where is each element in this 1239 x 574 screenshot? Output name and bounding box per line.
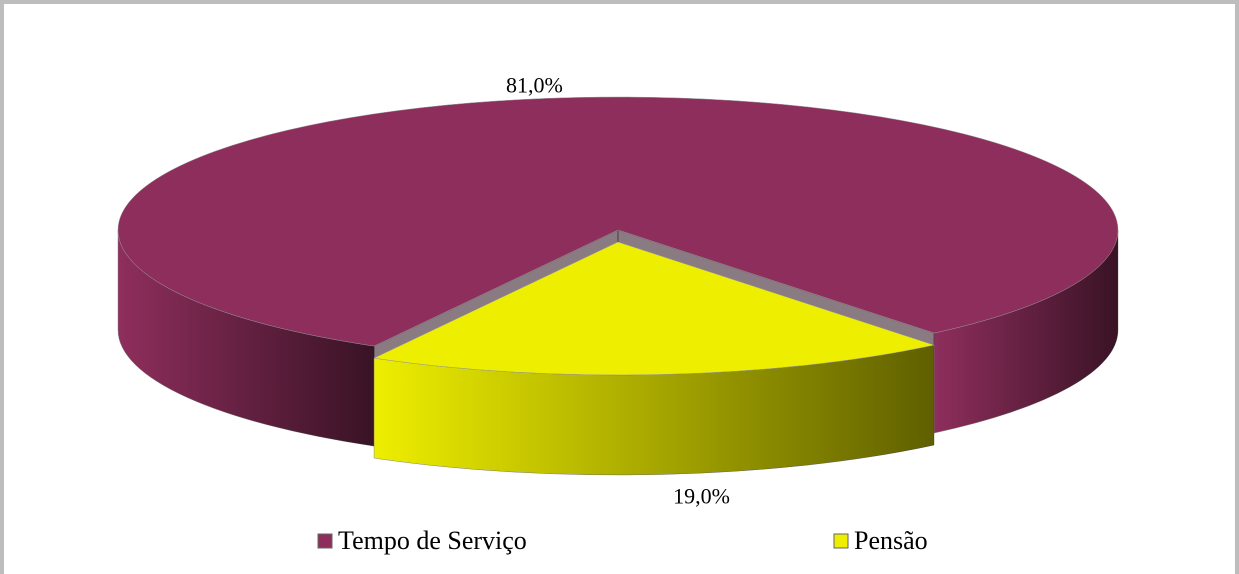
data-label: 19,0% [673, 484, 730, 509]
slice-top [117, 96, 1119, 347]
slice-side-shade [374, 345, 935, 475]
slice-top [373, 241, 935, 376]
legend-marker [317, 533, 333, 549]
legend-marker [833, 533, 849, 549]
slice-side-shade [117, 230, 375, 447]
legend-label: Tempo de Serviço [338, 526, 527, 555]
slice-side-shade [934, 230, 1118, 434]
legend-label: Pensão [854, 526, 928, 555]
data-label: 81,0% [506, 73, 563, 98]
plot-area: 81,0% 19,0% [117, 73, 1119, 509]
legend: Tempo de Serviço Pensão [317, 526, 928, 555]
